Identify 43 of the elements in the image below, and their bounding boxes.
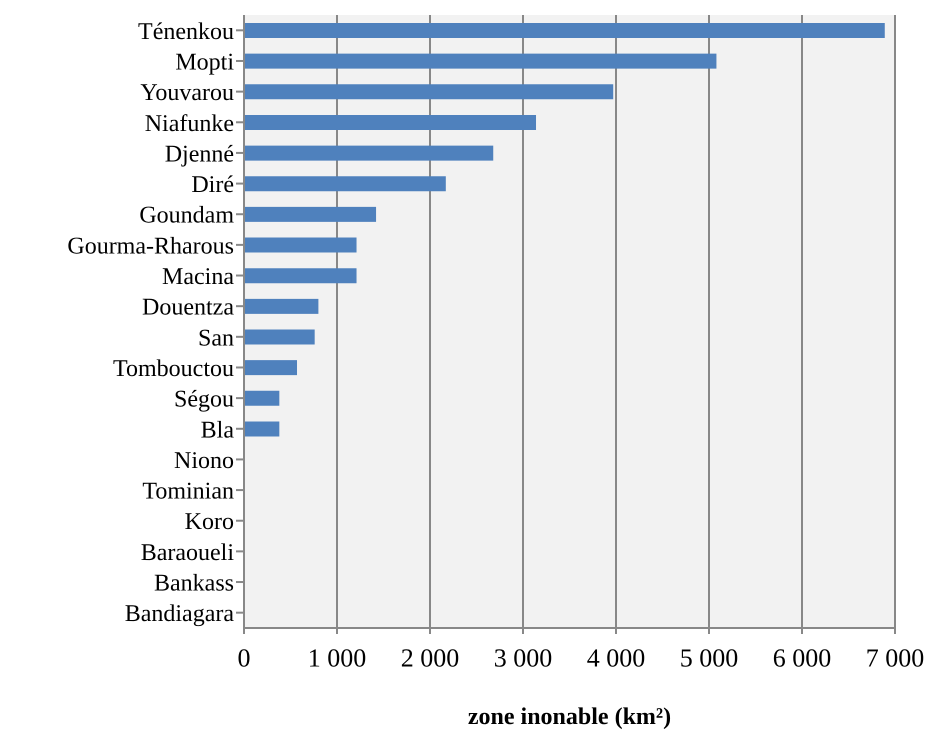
x-tick-label: 1 000 — [308, 643, 366, 672]
y-tick-label: Douentza — [142, 294, 234, 321]
y-tick-label: Niono — [174, 448, 234, 474]
y-tick-label: Bandiagara — [124, 601, 234, 628]
x-axis-title: zone inonable (km²) — [468, 704, 672, 730]
y-tick-label: Ségou — [174, 386, 234, 413]
y-tick-label: Djenné — [164, 141, 234, 168]
x-tick-label: 6 000 — [772, 643, 832, 672]
y-tick-label: Gourma-Rharous — [67, 233, 234, 260]
y-tick-label: Koro — [184, 509, 234, 536]
bar — [244, 268, 357, 284]
y-tick-label: San — [198, 325, 234, 352]
y-tick-label: Ténenkou — [138, 18, 234, 45]
bar — [244, 298, 318, 314]
y-tick-label: Tominian — [142, 478, 234, 505]
bar — [244, 176, 446, 192]
y-tick-label: Macina — [162, 264, 234, 290]
x-tick-label: 2 000 — [400, 643, 460, 672]
y-tick-label: Tombouctou — [113, 356, 234, 382]
x-tick-label: 4 000 — [586, 643, 646, 672]
x-tick-label: 7 000 — [866, 643, 924, 672]
y-tick-label: Bankass — [154, 570, 234, 597]
y-tick-label: Youvarou — [140, 80, 234, 106]
y-tick-label: Baraoueli — [140, 540, 234, 566]
y-tick-label: Diré — [191, 172, 234, 198]
x-tick-label: 0 — [238, 643, 250, 672]
y-tick-label: Bla — [200, 417, 234, 444]
x-tick-label: 5 000 — [680, 643, 738, 672]
bar — [244, 84, 614, 100]
bar — [244, 114, 536, 130]
bar — [244, 390, 280, 406]
bar — [244, 206, 376, 222]
bar — [244, 23, 885, 38]
bar — [244, 330, 315, 344]
bar — [244, 360, 298, 376]
x-tick-label: 3 000 — [494, 643, 552, 672]
y-tick-label: Mopti — [175, 49, 234, 76]
y-tick-label: Goundam — [139, 202, 234, 229]
bar — [244, 238, 357, 253]
bar — [244, 146, 494, 161]
y-tick-label: Niafunke — [144, 110, 234, 137]
bar — [244, 421, 280, 436]
bar — [244, 54, 716, 69]
